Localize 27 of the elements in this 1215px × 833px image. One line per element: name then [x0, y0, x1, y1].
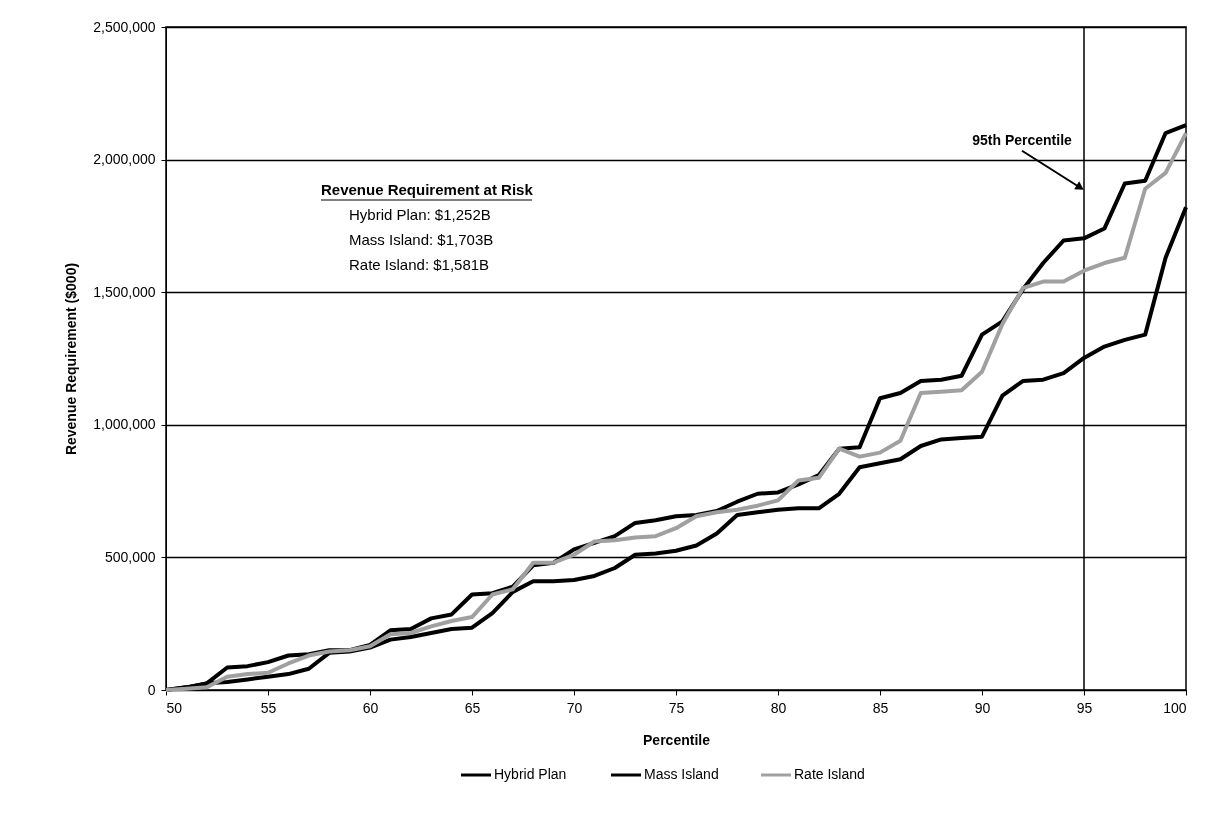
- x-tick-label: 95: [1076, 699, 1093, 716]
- y-tick-label: 2,000,000: [93, 151, 156, 168]
- annotation: Mass Island: $1,703B: [349, 231, 494, 248]
- annotation: 95th Percentile: [972, 131, 1073, 148]
- y-tick-label: 1,500,000: [93, 283, 156, 300]
- y-tick-label: 1,000,000: [93, 416, 156, 433]
- x-tick-label: 75: [668, 699, 685, 716]
- x-tick-label: 55: [260, 699, 277, 716]
- x-tick-label: 65: [464, 699, 481, 716]
- x-tick-label: 80: [770, 699, 787, 716]
- y-axis-title: Revenue Requirement ($000): [63, 262, 80, 456]
- x-tick-label: 85: [872, 699, 889, 716]
- x-tick-label: 50: [166, 699, 183, 716]
- x-tick-label: 60: [362, 699, 379, 716]
- annotation: Hybrid Plan: $1,252B: [349, 206, 491, 223]
- annotation: Rate Island: $1,581B: [349, 256, 490, 273]
- annotation: Revenue Requirement at Risk: [321, 181, 534, 198]
- x-tick-label: 100: [1163, 699, 1187, 716]
- legend-label: Mass Island: [644, 766, 719, 782]
- x-tick-label: 70: [566, 699, 583, 716]
- legend-label: Rate Island: [794, 766, 865, 782]
- x-axis-title: Percentile: [643, 731, 711, 748]
- y-tick-label: 500,000: [104, 548, 156, 565]
- legend-label: Hybrid Plan: [494, 766, 567, 782]
- x-tick-label: 90: [974, 699, 991, 716]
- y-tick-label: 0: [147, 681, 156, 698]
- y-tick-label: 2,500,000: [93, 18, 156, 35]
